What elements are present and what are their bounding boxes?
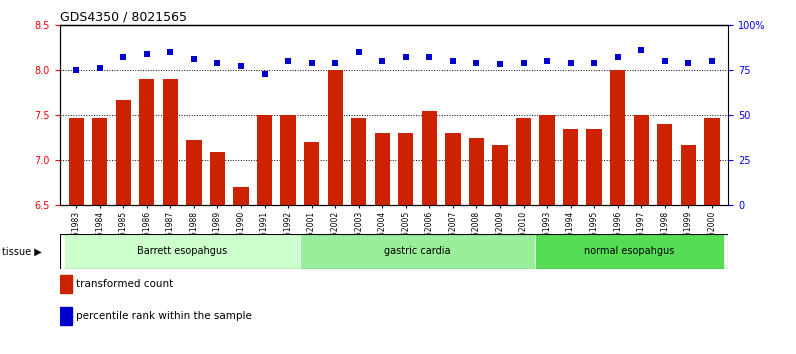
- Text: GDS4350 / 8021565: GDS4350 / 8021565: [60, 11, 187, 24]
- Bar: [233, 187, 248, 205]
- Bar: [540, 115, 555, 205]
- Text: percentile rank within the sample: percentile rank within the sample: [76, 311, 252, 321]
- Point: [540, 58, 553, 64]
- Point: [258, 71, 271, 76]
- Point: [564, 60, 577, 65]
- Point: [705, 58, 718, 64]
- Point: [140, 51, 153, 57]
- Point: [188, 56, 201, 62]
- Bar: [634, 115, 649, 205]
- Text: Barrett esopahgus: Barrett esopahgus: [137, 246, 227, 256]
- Bar: [535, 234, 724, 269]
- Point: [682, 60, 695, 65]
- Point: [587, 60, 600, 65]
- Point: [447, 58, 459, 64]
- Bar: [210, 152, 225, 205]
- Bar: [162, 79, 178, 205]
- Point: [400, 55, 412, 60]
- Bar: [186, 140, 201, 205]
- Bar: [300, 234, 535, 269]
- Point: [517, 60, 530, 65]
- Bar: [257, 115, 272, 205]
- Bar: [280, 115, 296, 205]
- Bar: [115, 100, 131, 205]
- Bar: [469, 138, 484, 205]
- Bar: [60, 307, 72, 325]
- Point: [635, 47, 648, 53]
- Bar: [398, 133, 413, 205]
- Bar: [327, 70, 343, 205]
- Bar: [375, 133, 390, 205]
- Point: [305, 60, 318, 65]
- Bar: [587, 129, 602, 205]
- Bar: [139, 79, 154, 205]
- Point: [611, 55, 624, 60]
- Text: normal esopahgus: normal esopahgus: [584, 246, 675, 256]
- Point: [329, 60, 341, 65]
- Bar: [92, 118, 107, 205]
- Point: [282, 58, 295, 64]
- Text: transformed count: transformed count: [76, 279, 174, 289]
- Point: [353, 49, 365, 55]
- Point: [494, 62, 506, 67]
- Point: [235, 63, 248, 69]
- Point: [376, 58, 388, 64]
- Point: [423, 55, 435, 60]
- Bar: [610, 70, 626, 205]
- Text: tissue ▶: tissue ▶: [2, 246, 41, 256]
- Bar: [563, 129, 578, 205]
- Bar: [422, 110, 437, 205]
- Bar: [681, 145, 696, 205]
- Point: [470, 60, 483, 65]
- Point: [658, 58, 671, 64]
- Bar: [64, 234, 300, 269]
- Bar: [304, 142, 319, 205]
- Point: [117, 55, 130, 60]
- Bar: [351, 118, 366, 205]
- Bar: [704, 118, 720, 205]
- Bar: [445, 133, 461, 205]
- Point: [211, 60, 224, 65]
- Bar: [516, 118, 531, 205]
- Point: [93, 65, 106, 71]
- Bar: [68, 118, 84, 205]
- Point: [164, 49, 177, 55]
- Text: gastric cardia: gastric cardia: [384, 246, 451, 256]
- Bar: [60, 275, 72, 293]
- Point: [70, 67, 83, 73]
- Bar: [492, 145, 508, 205]
- Bar: [657, 124, 673, 205]
